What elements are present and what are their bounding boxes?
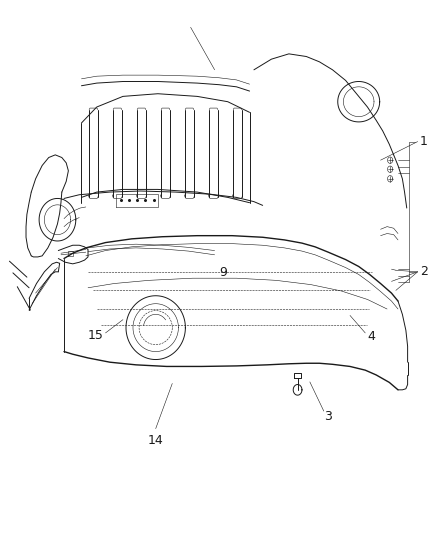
Text: 2: 2 [420, 265, 428, 278]
Text: 1: 1 [420, 135, 428, 148]
Text: 3: 3 [324, 410, 332, 423]
Text: 9: 9 [219, 266, 227, 279]
Text: 4: 4 [367, 330, 375, 343]
Text: 14: 14 [148, 434, 163, 447]
Text: 15: 15 [88, 329, 104, 342]
